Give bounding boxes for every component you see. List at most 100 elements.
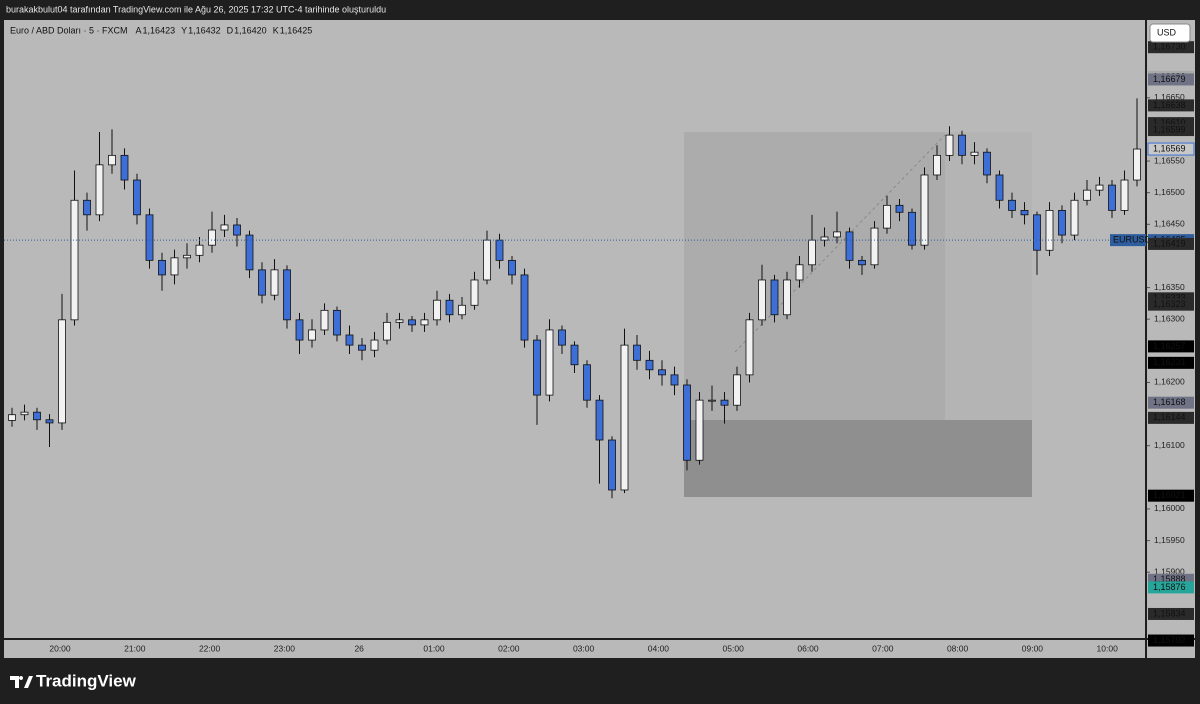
candle-body (1008, 199, 1016, 211)
candle-body (1083, 189, 1091, 201)
price-badge-text: 1,16323 (1153, 299, 1186, 309)
currency-text: USD (1157, 27, 1177, 37)
candle-body (995, 174, 1004, 201)
candle-body (95, 164, 104, 216)
logo-mark (10, 676, 33, 688)
legend-key: Y (181, 25, 187, 35)
candle-body (1133, 148, 1141, 181)
y-tick-label: 1,16550 (1154, 155, 1185, 165)
candle-body (970, 151, 979, 156)
candle-body (1033, 214, 1041, 251)
candle-body (520, 274, 529, 341)
price-labels: 1,15900 1,15950 1,16000 1,16100 1,16200 1,163… (4, 41, 1195, 653)
legend-key: D (227, 25, 234, 35)
currency-button[interactable] (1149, 23, 1191, 43)
candle-body (1070, 199, 1079, 236)
candle-body (420, 319, 429, 326)
candle-body (720, 399, 729, 406)
legend-key: K (273, 25, 279, 35)
x-tick-label: 06:00 (797, 643, 819, 653)
price-badge (1148, 411, 1194, 424)
price-badge (1148, 99, 1194, 112)
candle-body (783, 279, 791, 316)
x-tick-label: 10:00 (1097, 643, 1119, 653)
candle-body (245, 234, 254, 271)
price-badge-text: 1,16599 (1153, 124, 1186, 134)
y-tick-label: 1,16200 (1154, 377, 1185, 387)
price-badge (1148, 607, 1194, 620)
caption: burakakbulut04 tarafından TradingView.co… (6, 4, 386, 14)
price-badge-text: 1,15876 (1153, 582, 1186, 592)
price-badge (1148, 396, 1194, 409)
price-badge-text: 1,15888 (1153, 574, 1186, 584)
price-badge (1148, 41, 1194, 54)
candle-body (633, 344, 641, 361)
price-badge-text: 1,16257 (1153, 341, 1186, 351)
candle-body (383, 321, 391, 341)
price-badge (1148, 340, 1194, 353)
legend-value: 1,16420 (234, 25, 267, 35)
y-tick-label: 1,16000 (1154, 503, 1185, 513)
candle-body (195, 244, 204, 256)
candle-body (933, 154, 941, 176)
candle-body (845, 231, 854, 261)
trend-line (734, 134, 946, 353)
time-axis (4, 640, 1145, 658)
legend-value: 1,16432 (188, 25, 221, 35)
y-tick-label: 1,16350 (1154, 282, 1185, 292)
legend-value: 1,16423 (143, 25, 176, 35)
x-tick-label: 01:00 (423, 643, 445, 653)
candle-body (220, 224, 229, 231)
candle-body (233, 224, 241, 236)
candle-body (83, 199, 91, 216)
candle-body (608, 439, 616, 491)
candle-body (1045, 209, 1054, 251)
zone-upper-right (945, 132, 1032, 420)
x-tick-label: 05:00 (723, 643, 745, 653)
candle-body (795, 264, 804, 281)
candle-body (408, 319, 416, 326)
y-tick-label: 1,15900 (1154, 566, 1185, 576)
price-badge (1148, 124, 1194, 137)
candle-body (808, 239, 816, 266)
price-badge (1147, 142, 1195, 156)
candle-body (883, 204, 891, 229)
candle-body (433, 299, 441, 321)
candles (8, 98, 1141, 499)
candle-body (733, 374, 741, 406)
candle-body (370, 339, 379, 351)
symbol-tag (1110, 234, 1146, 247)
candle-body (708, 399, 716, 402)
price-badge-text: 1,16333 (1153, 293, 1186, 303)
candle-body (945, 134, 954, 156)
x-tick-label: 02:00 (498, 643, 520, 653)
candle-body (470, 279, 479, 306)
y-tick-label: 1,16650 (1154, 92, 1185, 102)
candle-body (295, 319, 304, 341)
candle-body (58, 319, 66, 424)
zone-lower (684, 420, 1032, 497)
candle-body (695, 399, 704, 461)
price-badge (1148, 634, 1194, 647)
y-tick-label: 1,16300 (1154, 313, 1185, 323)
candle-body (558, 329, 566, 346)
x-tick-label: 04:00 (648, 643, 670, 653)
candle-body (33, 411, 41, 421)
candle-body (108, 154, 116, 166)
candle-body (20, 411, 29, 416)
candle-body (170, 257, 179, 276)
price-badge-text: 1,16021 (1153, 490, 1186, 500)
price-badge-text: 1,16679 (1153, 74, 1186, 84)
candle-body (983, 151, 991, 176)
price-badge-text: 1,16730 (1153, 42, 1186, 52)
candle-body (920, 174, 929, 246)
price-badge-text: 1,16419 (1153, 238, 1186, 248)
price-badge (1148, 237, 1194, 250)
candle-body (445, 299, 454, 316)
candle-body (583, 364, 591, 401)
x-tick-label: 07:00 (872, 643, 894, 653)
price-badge-text: 1,15792 (1153, 635, 1186, 645)
candle-body (770, 279, 779, 316)
candle-body (833, 231, 841, 238)
